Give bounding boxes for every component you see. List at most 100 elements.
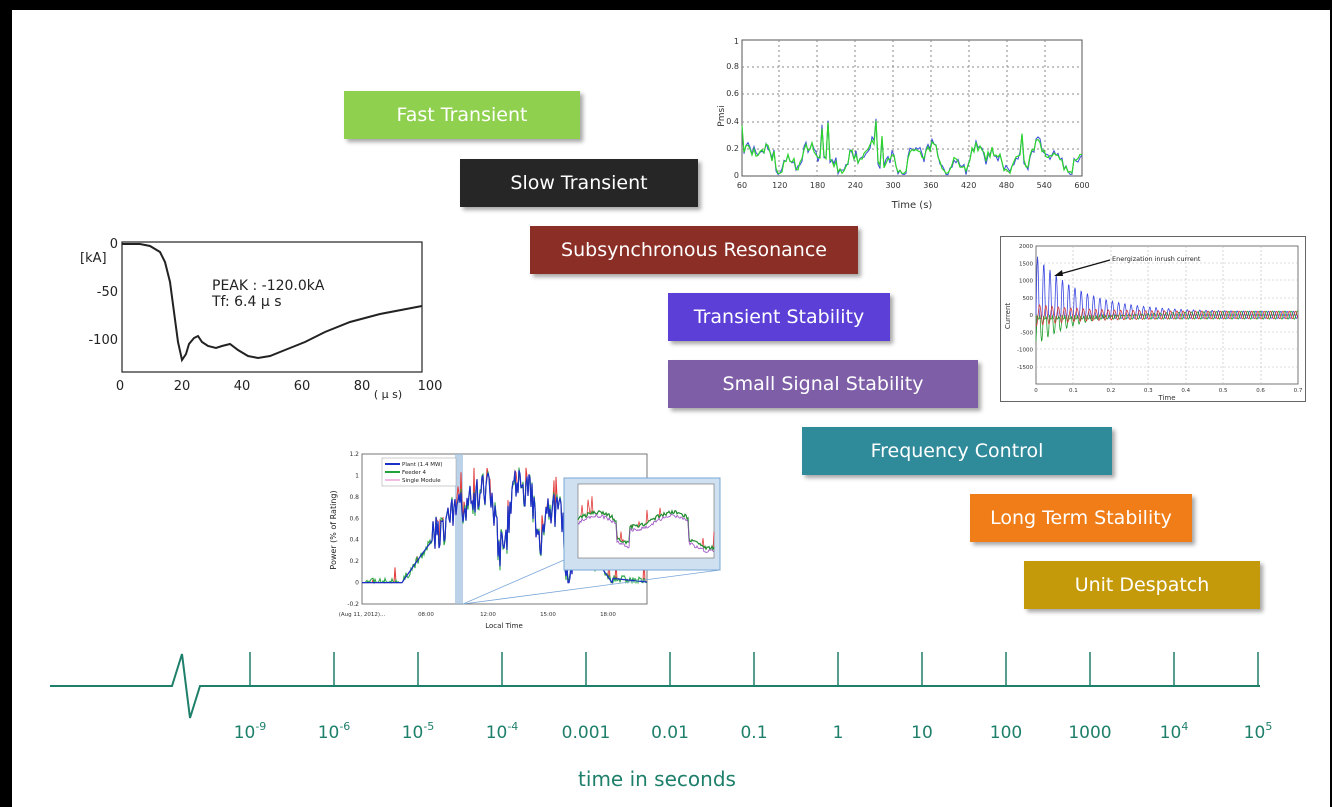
band-frequency-control: Frequency Control [802, 427, 1112, 475]
axis-tick-label: 10 [911, 723, 933, 743]
solar-x-tick: (Aug 11, 2012)... [339, 612, 386, 618]
current-phase-a [1035, 256, 1299, 319]
current-xlabel: Time [1157, 394, 1175, 402]
pmu-x-tick: 540 [1037, 181, 1052, 190]
axis-tick-label: 1 [833, 723, 844, 743]
current-x-tick: 0.4 [1181, 388, 1190, 394]
current-x-tick: 0.5 [1219, 388, 1228, 394]
pmu-y-tick: 0 [734, 171, 739, 180]
timescale-axis: 10-9 10-6 10-5 10-4 0.001 0.01 0.1 1 10 100 1000 10… [50, 652, 1273, 743]
current-y-tick: 1500 [1019, 261, 1033, 267]
axis-tick-label: 0.001 [562, 723, 611, 743]
band-transient-stability: Transient Stability [668, 293, 890, 341]
pmu-power-plot: 0 0.2 0.4 0.6 0.8 1 Pmsi 60 120 180 240 300 3… [714, 36, 1090, 212]
solar-y-tick: 0.6 [349, 515, 359, 522]
current-y-tick: 1000 [1019, 279, 1033, 285]
pmu-y-tick: 0.2 [726, 144, 739, 153]
current-x-tick: 0.7 [1294, 388, 1303, 394]
lightning-peak-annotation: PEAK : -120.0kA [212, 278, 325, 294]
inrush-current-plot: 2000 1500 1000 500 0 -500 -1000 -1500 0 0.1 0.2 0.… [1000, 236, 1306, 402]
pmu-ylabel: Pmsi [717, 105, 727, 126]
lightning-x-tick: 20 [174, 379, 191, 394]
current-phase-c [1035, 303, 1299, 327]
current-y-tick: 500 [1023, 296, 1034, 302]
pmu-x-tick: 240 [848, 181, 863, 190]
band-small-signal-stability: Small Signal Stability [668, 360, 978, 408]
solar-y-tick: 0.8 [349, 494, 359, 501]
current-y-tick: -500 [1021, 330, 1034, 336]
lightning-x-tick: 80 [354, 379, 371, 394]
lightning-waveform [122, 243, 423, 363]
inset-series-green [577, 509, 715, 551]
lightning-y-tick: -100 [88, 333, 118, 348]
band-subsynchronous-resonance: Subsynchronous Resonance [530, 226, 858, 274]
timescale-axis-label: time in seconds [578, 767, 736, 791]
legend-entry: Single Module [402, 478, 441, 484]
band-slow-transient: Slow Transient [460, 159, 698, 207]
solar-y-tick: -0.2 [347, 601, 359, 608]
lightning-y-tick: 0 [110, 237, 118, 252]
zoom-connector [462, 559, 565, 605]
axis-tick-label: 104 [1160, 720, 1189, 743]
lightning-x-tick: 100 [418, 379, 443, 394]
pmu-x-tick: 420 [961, 181, 976, 190]
pmu-series-green [741, 120, 1083, 175]
axis-tick-label: 0.1 [740, 723, 767, 743]
axis-tick-label: 10-5 [402, 720, 435, 743]
band-fast-transient: Fast Transient [344, 91, 580, 139]
current-x-tick: 0 [1034, 388, 1038, 394]
highlight-window [455, 454, 463, 604]
slide-canvas: Fast Transient Slow Transient Subsynchro… [12, 10, 1330, 807]
current-y-tick: -1500 [1017, 365, 1033, 371]
legend-entry: Feeder 4 [402, 470, 427, 476]
axis-tick-label: 100 [990, 723, 1022, 743]
pmu-x-tick: 600 [1074, 181, 1089, 190]
pmu-y-tick: 1 [734, 37, 739, 46]
pmu-y-tick: 0.6 [726, 89, 739, 98]
pmu-x-tick: 300 [885, 181, 900, 190]
axis-tick-label: 0.01 [651, 723, 689, 743]
band-unit-despatch: Unit Despatch [1024, 561, 1260, 609]
solar-ylabel: Power (% of Rating) [329, 490, 338, 569]
axis-tick-label: 10-6 [318, 720, 351, 743]
current-annotation: Energization inrush current [1112, 255, 1201, 263]
lightning-y-unit: [kA] [80, 251, 107, 266]
pmu-xlabel: Time (s) [891, 200, 933, 211]
solar-power-plot: 1.2 1 0.8 0.6 0.4 0.2 0 -0.2 (Aug 11, 2012)... 0… [322, 450, 722, 630]
current-y-tick: 0 [1030, 313, 1034, 319]
inset-series-purple [577, 513, 715, 553]
pmu-x-tick: 120 [772, 181, 787, 190]
axis-tick-label: 10-9 [234, 720, 267, 743]
solar-x-tick: 08:00 [418, 612, 434, 618]
solar-y-tick: 1.2 [349, 451, 359, 458]
lightning-x-unit: ( μ s) [374, 388, 402, 401]
solar-y-tick: 0 [355, 580, 359, 587]
current-x-tick: 0.2 [1106, 388, 1115, 394]
current-x-tick: 0.3 [1144, 388, 1153, 394]
axis-tick-label: 1000 [1068, 723, 1111, 743]
lightning-x-tick: 60 [294, 379, 311, 394]
current-ylabel: Current [1004, 303, 1012, 330]
zoom-connector [462, 569, 721, 605]
solar-y-tick: 1 [355, 472, 359, 479]
lightning-tf-annotation: Tf: 6.4 μ s [211, 294, 282, 310]
axis-tick-label: 105 [1244, 720, 1273, 743]
legend-entry: Plant (1.4 MW) [402, 462, 443, 468]
current-y-tick: -1000 [1017, 348, 1033, 354]
axis-line [50, 653, 1260, 719]
solar-x-tick: 12:00 [480, 612, 496, 618]
solar-y-tick: 0.4 [349, 537, 359, 544]
pmu-y-tick: 0.4 [726, 117, 739, 126]
lightning-x-tick: 40 [234, 379, 251, 394]
solar-x-tick: 15:00 [540, 612, 556, 618]
current-annotation-arrow [1059, 259, 1111, 275]
pmu-x-tick: 360 [923, 181, 938, 190]
current-x-tick: 0.6 [1256, 388, 1265, 394]
lightning-y-tick: -50 [97, 285, 118, 300]
solar-legend: Plant (1.4 MW) Feeder 4 Single Module [381, 457, 457, 487]
current-x-tick: 0.1 [1069, 388, 1078, 394]
solar-x-tick: 18:00 [600, 612, 616, 618]
current-y-tick: 2000 [1019, 244, 1033, 250]
solar-y-tick: 0.2 [349, 558, 359, 565]
